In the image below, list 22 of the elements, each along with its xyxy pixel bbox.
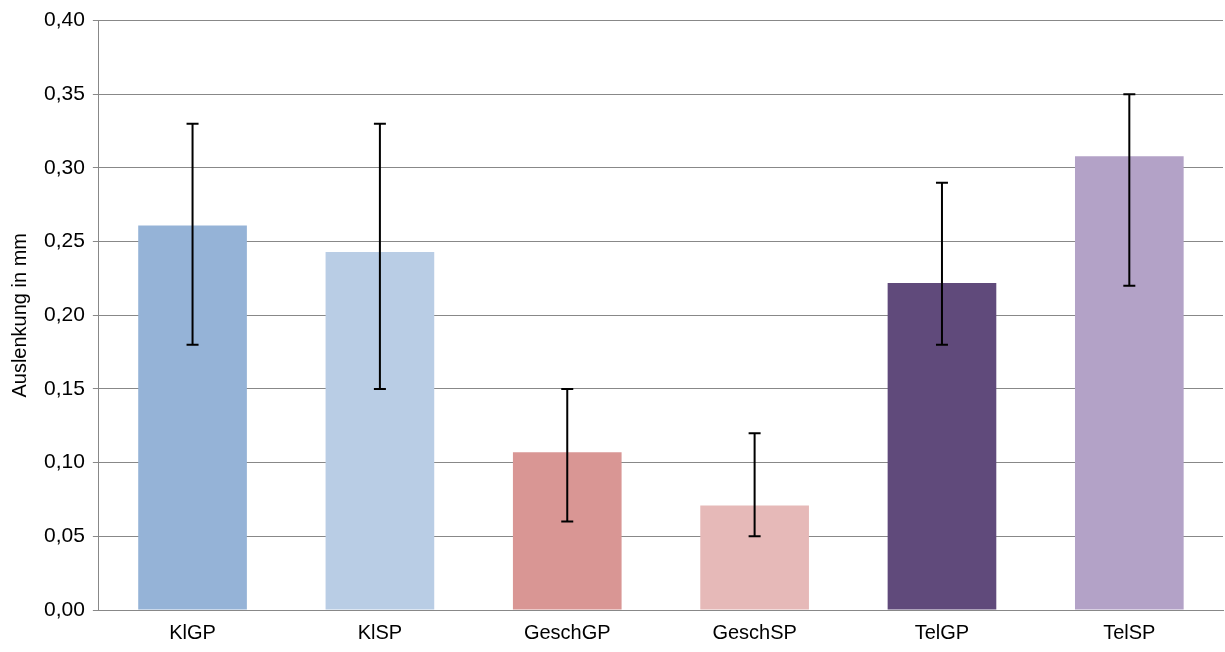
y-tick-label: 0,20: [44, 302, 85, 326]
x-tick-label: KlSP: [357, 620, 403, 643]
bar: [512, 452, 622, 610]
x-tick-label: GeschSP: [712, 620, 797, 643]
bar: [700, 505, 809, 610]
y-tick-label: 0,40: [44, 7, 85, 31]
y-axis-title: Auslenkung in mm: [7, 233, 30, 398]
y-tick-label: 0,35: [44, 81, 85, 105]
x-tick-label: GeschGP: [523, 620, 611, 643]
y-tick-label: 0,15: [44, 375, 85, 399]
y-tick-label: 0,00: [44, 596, 85, 620]
x-tick-label: TelGP: [914, 620, 970, 643]
y-tick-label: 0,25: [44, 228, 85, 252]
y-tick-label: 0,05: [44, 523, 85, 547]
bar: [325, 251, 435, 610]
x-tick-label: TelSP: [1103, 620, 1156, 643]
y-tick-label: 0,10: [44, 449, 85, 473]
y-tick-label: 0,30: [44, 154, 85, 178]
bar: [887, 282, 997, 610]
x-tick-label: KlGP: [169, 620, 216, 643]
bar: [1074, 156, 1184, 610]
bar: [138, 225, 247, 610]
